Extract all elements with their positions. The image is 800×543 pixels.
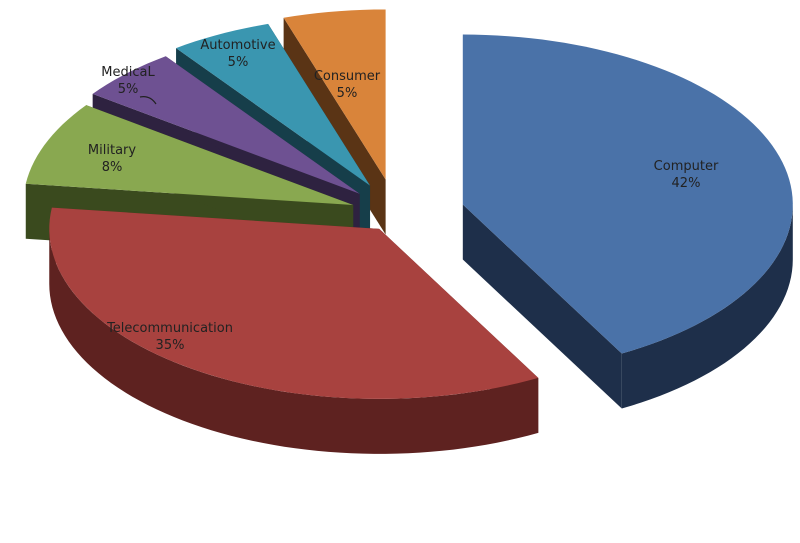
medical-leader-line [139,96,157,105]
slice-label-telecommunication: Telecommunication 35% [107,321,233,353]
slice-outer-wall-computer [621,204,793,409]
slice-label-military: Military 8% [87,143,137,175]
slice-label-medical: MedicaL 5% [101,65,155,97]
slice-medical [92,56,360,194]
slice-telecommunication [49,207,539,399]
slice-computer [462,34,793,354]
slice-label-consumer: Consumer 5% [313,69,381,101]
slice-consumer [283,9,386,180]
slice-automotive [176,23,371,186]
slice-side-wall-computer-1 [462,204,622,409]
slice-outer-wall-telecommunication [49,228,539,454]
slice-label-computer: Computer 42% [653,159,719,191]
slice-military [25,105,354,206]
slice-label-automotive: Automotive 5% [200,38,276,70]
